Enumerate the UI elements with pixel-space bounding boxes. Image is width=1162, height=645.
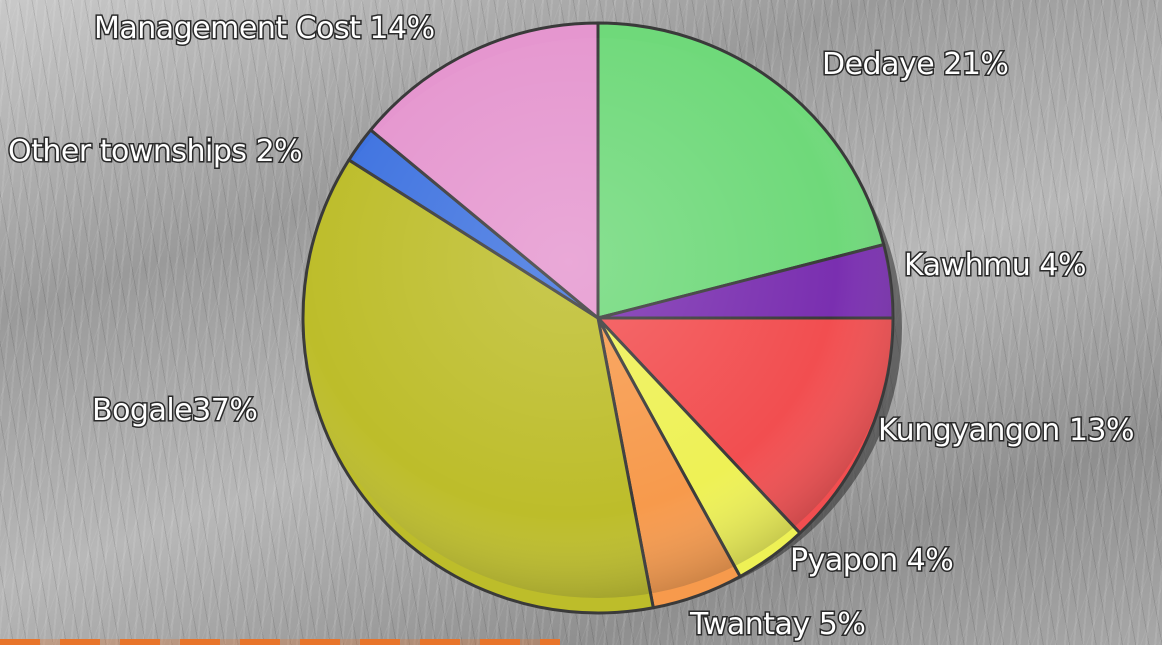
slice-label-pyapon: Pyapon 4% bbox=[790, 543, 953, 578]
slice-label-other-townships: Other townships 2% bbox=[8, 134, 302, 169]
bottom-accent-strip bbox=[0, 639, 560, 645]
slice-label-kungyangon: Kungyangon 13% bbox=[878, 413, 1134, 448]
slice-label-management-cost: Management Cost 14% bbox=[94, 11, 435, 46]
slice-label-bogale: Bogale37% bbox=[92, 393, 257, 428]
slice-label-dedaye: Dedaye 21% bbox=[822, 47, 1008, 82]
slice-label-twantay: Twantay 5% bbox=[689, 607, 865, 642]
slice-label-kawhmu: Kawhmu 4% bbox=[904, 248, 1086, 283]
